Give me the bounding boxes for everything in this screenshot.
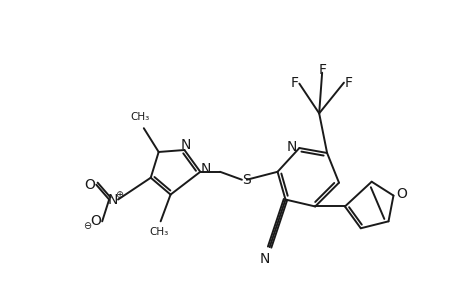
Text: N: N (108, 193, 118, 206)
Text: CH₃: CH₃ (130, 112, 149, 122)
Text: O: O (395, 187, 406, 201)
Text: N: N (180, 138, 190, 152)
Text: ⊕: ⊕ (115, 190, 123, 200)
Text: CH₃: CH₃ (149, 227, 168, 237)
Text: F: F (318, 63, 325, 77)
Text: N: N (201, 162, 211, 176)
Text: F: F (290, 76, 298, 90)
Text: S: S (242, 173, 251, 187)
Text: N: N (259, 252, 269, 266)
Text: O: O (84, 178, 95, 192)
Text: O: O (90, 214, 101, 228)
Text: N: N (285, 140, 296, 154)
Text: ⊖: ⊖ (83, 221, 91, 231)
Text: F: F (344, 76, 352, 90)
